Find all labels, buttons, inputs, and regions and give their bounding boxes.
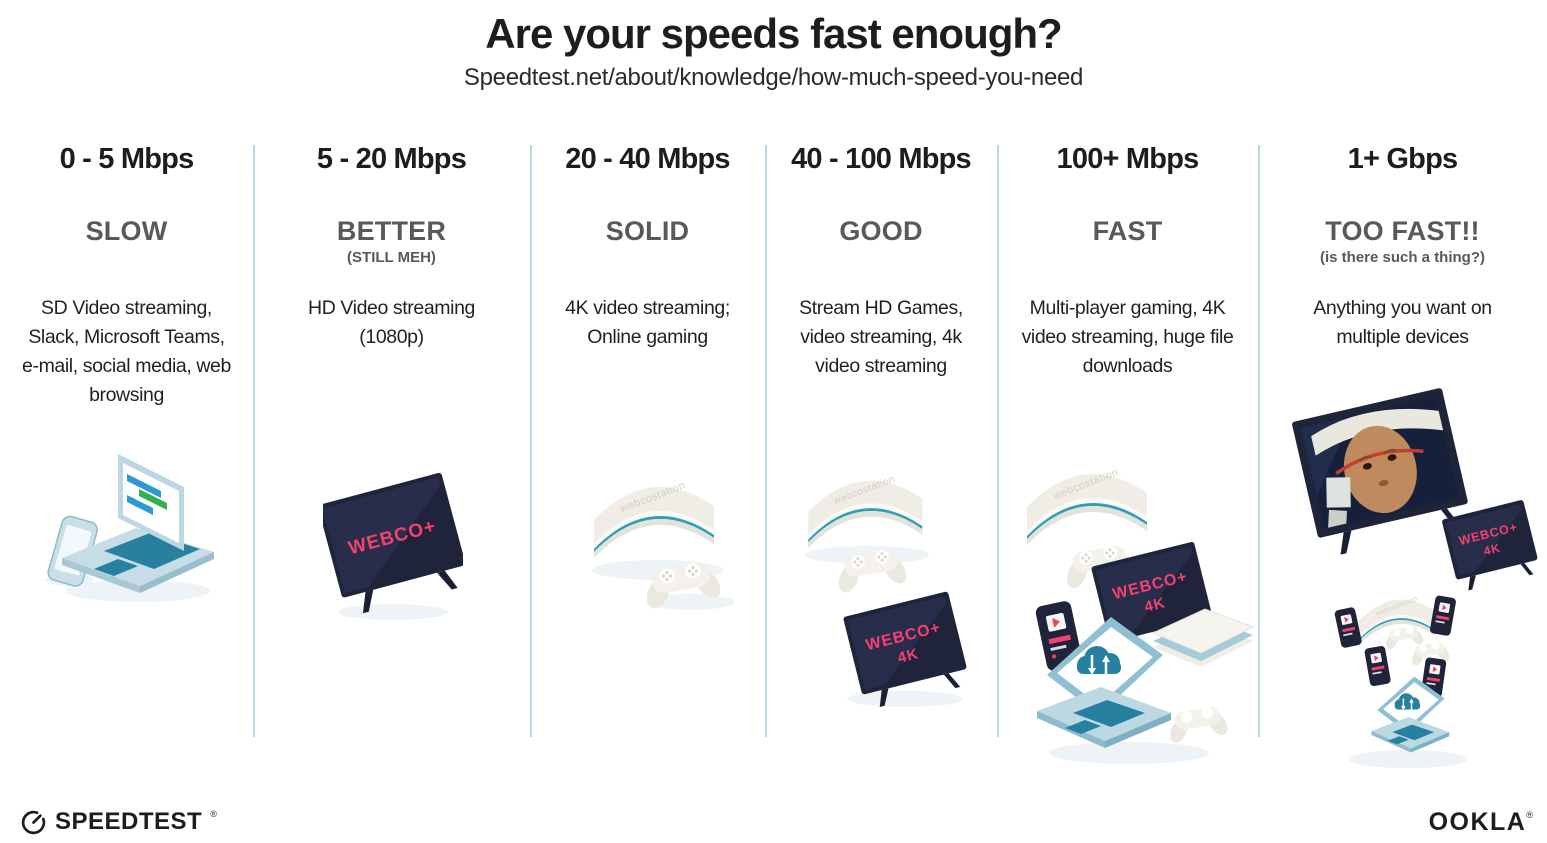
tv-4k-icon: WEBCO+ 4K xyxy=(843,591,967,708)
tv-4k-label: 4K xyxy=(1143,594,1168,616)
tier-description: SD Video streaming, Slack, Microsoft Tea… xyxy=(22,297,231,406)
tier-description: HD Video streaming (1080p) xyxy=(308,297,475,348)
console-icon: webcostation xyxy=(808,474,923,548)
laptop-cloud-icon xyxy=(1037,617,1171,748)
tv-webco-icon: WEBCO+ xyxy=(318,472,466,620)
tier-label: SLOW xyxy=(85,216,168,246)
column-divider xyxy=(765,145,767,737)
tier-label: FAST xyxy=(1092,216,1163,246)
game-console-controller-icon: webcostation xyxy=(592,479,734,610)
speed-column-0-5: 0 - 5 Mbps SLOW SD Video streaming, Slac… xyxy=(0,143,253,783)
speed-column-40-100: 40 - 100 Mbps GOOD Stream HD Games, vide… xyxy=(765,143,997,783)
column-divider xyxy=(997,145,999,737)
page-title: Are your speeds fast enough? xyxy=(485,10,1062,57)
phone-video-icon xyxy=(1364,646,1391,687)
speed-range: 5 - 20 Mbps xyxy=(316,143,467,175)
tier-label: GOOD xyxy=(839,216,923,246)
column-divider xyxy=(1258,145,1260,737)
speed-column-20-40: 20 - 40 Mbps SOLID 4K video streaming; O… xyxy=(530,143,765,783)
column-divider xyxy=(253,145,255,737)
controller-icon xyxy=(838,550,907,593)
tier-description: Anything you want on multiple devices xyxy=(1313,297,1492,348)
page-subtitle-url: Speedtest.net/about/knowledge/how-much-s… xyxy=(463,64,1084,91)
speedtest-wordmark: SPEEDTEST xyxy=(55,808,203,835)
speed-column-5-20: 5 - 20 Mbps BETTER (STILL MEH) HD Video … xyxy=(253,143,530,783)
speed-column-1-gbps: 1+ Gbps TOO FAST!! (is there such a thin… xyxy=(1258,143,1547,783)
console-icon: webcostation xyxy=(1027,466,1147,545)
ookla-trademark: ® xyxy=(1526,810,1533,820)
cloud-download-icon xyxy=(1077,646,1121,675)
laptop-cloud-icon xyxy=(1371,676,1450,753)
speed-range: 20 - 40 Mbps xyxy=(565,143,730,175)
tier-description: Multi-player gaming, 4K video streaming,… xyxy=(1021,297,1234,377)
controller-icon xyxy=(1386,626,1424,650)
tv-4k-label: 4K xyxy=(896,645,921,667)
controller-icon xyxy=(1170,706,1228,743)
movie-tv-icon xyxy=(1292,388,1468,555)
phone-video-icon xyxy=(1334,607,1362,648)
chat-bubbles-icon xyxy=(127,474,167,515)
speed-range: 0 - 5 Mbps xyxy=(59,143,195,175)
ookla-wordmark: OOKLA xyxy=(1428,808,1527,836)
speed-column-100-plus: 100+ Mbps FAST Multi-player gaming, 4K v… xyxy=(997,143,1258,783)
speed-range: 1+ Gbps xyxy=(1347,143,1458,175)
speedtest-logo: SPEEDTEST ® xyxy=(20,808,217,836)
tv-4k-icon: WEBCO+ 4K xyxy=(1091,542,1212,655)
flat-console-icon xyxy=(1151,608,1255,667)
tier-note: (is there such a thing?) xyxy=(1319,249,1485,266)
tier-note: (STILL MEH) xyxy=(347,249,436,266)
tier-label: SOLID xyxy=(605,216,690,246)
console-icon: webcostation xyxy=(594,479,714,558)
laptop-icon xyxy=(62,454,214,593)
tier-description: 4K video streaming; Online gaming xyxy=(565,297,730,348)
multi-device-icon: webcostation xyxy=(1027,466,1255,764)
ookla-logo: OOKLA ® xyxy=(1429,808,1533,837)
controller-icon xyxy=(1412,642,1450,666)
laptop-phone-chat-icon xyxy=(46,454,214,602)
tv-4k-icon: WEBCO+ 4K xyxy=(1442,500,1538,591)
controller-icon xyxy=(646,563,721,609)
console-and-4k-tv-icon: webcostation xyxy=(805,474,967,708)
phone-video-icon xyxy=(1035,601,1083,671)
speed-range: 100+ Mbps xyxy=(1056,143,1200,175)
tv-4k-label: 4K xyxy=(1482,541,1502,559)
speedtest-trademark: ® xyxy=(210,809,217,819)
many-devices-icon: WEBCO+ 4K webcostation xyxy=(1292,388,1538,768)
tier-description: Stream HD Games, video streaming, 4k vid… xyxy=(799,297,963,377)
column-divider xyxy=(530,145,532,737)
phone-video-icon xyxy=(1429,595,1456,636)
tier-label: BETTER xyxy=(336,216,447,246)
speed-range: 40 - 100 Mbps xyxy=(791,143,972,175)
speedtest-gauge-icon xyxy=(21,810,46,834)
tier-label: TOO FAST!! xyxy=(1325,216,1480,246)
